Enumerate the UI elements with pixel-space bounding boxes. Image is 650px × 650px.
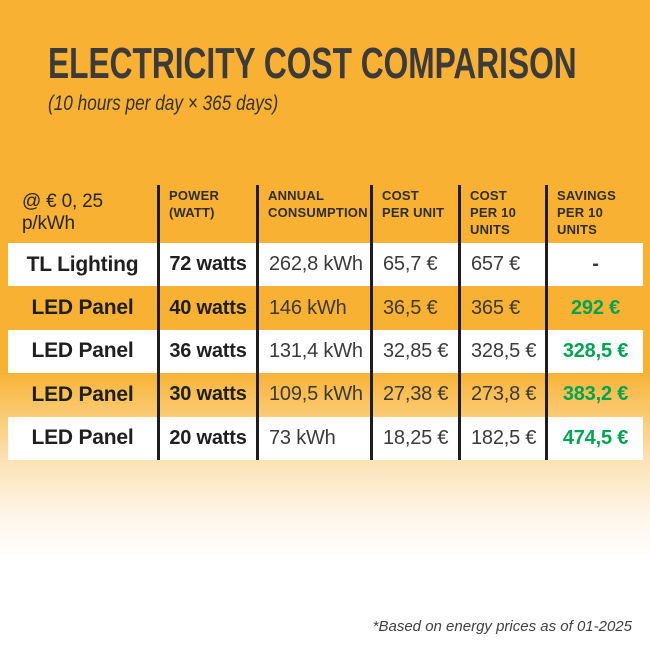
header-cell-cost-unit: COST PER UNIT <box>370 185 458 243</box>
cost-10-value: 182,5 € <box>458 416 545 460</box>
header-cell-annual: ANNUAL CONSUMPTION <box>256 185 370 243</box>
row-label: TL Lighting <box>8 243 157 287</box>
cost-10-value: 273,8 € <box>458 373 545 417</box>
row-label: LED Panel <box>31 296 134 320</box>
savings-value: - <box>545 243 643 287</box>
cost-unit-value: 27,38 € <box>370 373 458 417</box>
rate-assumption-label: @ € 0, 25 p/kWh <box>22 191 103 234</box>
annual-value: 262,8 kWh <box>256 243 370 287</box>
annual-value: 73 kWh <box>256 416 370 460</box>
comparison-table: @ € 0, 25 p/kWh POWER (WATT) ANNUAL CONS… <box>8 185 643 460</box>
annual-value: 146 kWh <box>256 286 370 330</box>
cost-10-value: 365 € <box>458 286 545 330</box>
annual-value: 131,4 kWh <box>256 329 370 374</box>
power-value: 36 watts <box>157 329 256 374</box>
power-value: 20 watts <box>157 416 256 460</box>
cost-unit-value: 32,85 € <box>370 329 458 374</box>
savings-value: 292 € <box>545 286 643 330</box>
savings-value: 383,2 € <box>545 373 643 417</box>
savings-value: 328,5 € <box>545 329 643 374</box>
annual-value: 109,5 kWh <box>256 373 370 417</box>
power-value: 30 watts <box>157 373 256 417</box>
cost-10-value: 657 € <box>458 243 545 287</box>
header-cell-power: POWER (WATT) <box>157 185 256 243</box>
power-value: 40 watts <box>157 286 256 330</box>
savings-value: 474,5 € <box>545 416 643 460</box>
row-label: LED Panel <box>8 416 157 460</box>
footnote: *Based on energy prices as of 01-2025 <box>372 618 632 635</box>
header-cell-cost-10: COST PER 10 UNITS <box>458 185 545 243</box>
cost-unit-value: 65,7 € <box>370 243 458 287</box>
page-subtitle: (10 hours per day × 365 days) <box>48 92 279 115</box>
row-label: LED Panel <box>31 382 134 406</box>
cost-unit-value: 18,25 € <box>370 416 458 460</box>
header-cell-savings: SAVINGS PER 10 UNITS <box>545 185 643 243</box>
page-title: ELECTRICITY COST COMPARISON <box>48 39 577 88</box>
cost-10-value: 328,5 € <box>458 329 545 374</box>
power-value: 72 watts <box>157 243 256 287</box>
row-label: LED Panel <box>8 329 157 374</box>
cost-unit-value: 36,5 € <box>370 286 458 330</box>
